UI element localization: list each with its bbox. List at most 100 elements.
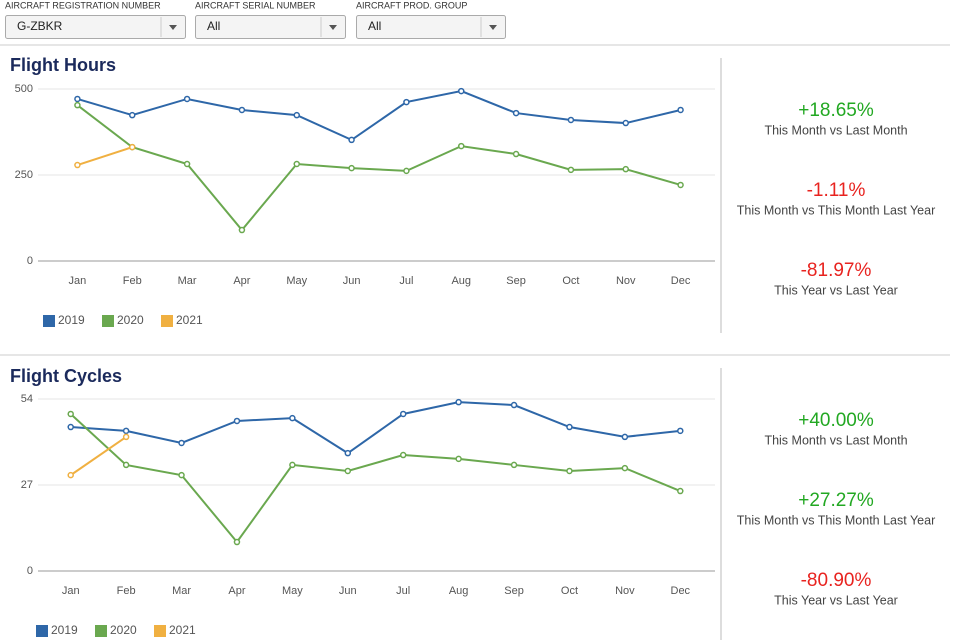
point — [233, 538, 241, 546]
point — [129, 111, 136, 119]
point — [289, 414, 296, 422]
point — [399, 451, 407, 459]
point — [344, 467, 352, 475]
point — [348, 136, 355, 144]
x-tick-label: Feb — [123, 275, 142, 287]
point — [183, 160, 191, 168]
point — [293, 160, 300, 168]
point — [567, 166, 575, 174]
point — [622, 165, 629, 173]
point — [512, 109, 520, 117]
point — [122, 433, 130, 441]
point — [567, 116, 575, 124]
x-tick-label: Dec — [671, 585, 691, 597]
y-tick-label: 0 — [27, 565, 33, 577]
x-tick-label: May — [282, 585, 303, 597]
point — [74, 101, 81, 109]
point — [293, 111, 300, 119]
point — [74, 161, 81, 169]
kpi-label: This Year vs Last Year — [774, 283, 898, 297]
x-tick-label: Mar — [178, 275, 197, 287]
point — [458, 142, 465, 150]
point — [458, 87, 465, 95]
y-tick-label: 250 — [15, 169, 33, 181]
x-tick-label: Jun — [343, 275, 361, 287]
kpi-label: This Month vs This Month Last Year — [737, 203, 935, 217]
point — [677, 487, 684, 495]
legend-label: 2021 — [169, 623, 196, 637]
point — [403, 167, 410, 175]
point — [677, 427, 684, 435]
point — [455, 398, 462, 406]
x-tick-label: Jan — [62, 585, 80, 597]
point — [455, 455, 462, 463]
x-tick-label: Jul — [399, 275, 413, 287]
dropdown-arrow — [329, 25, 337, 30]
point — [122, 427, 130, 435]
point — [566, 467, 573, 475]
point — [122, 461, 130, 469]
kpi-value: -1.11% — [807, 180, 866, 201]
point — [399, 410, 407, 418]
x-tick-label: Apr — [228, 585, 245, 597]
point — [677, 181, 684, 189]
legend-swatch — [43, 315, 55, 327]
chart-title: Flight Cycles — [10, 366, 122, 386]
dropdown-arrow — [489, 25, 497, 30]
legend-label: 2020 — [117, 313, 144, 327]
y-tick-label: 500 — [15, 83, 33, 95]
filter-label: AIRCRAFT PROD. GROUP — [356, 0, 467, 10]
x-tick-label: Dec — [671, 275, 691, 287]
point — [233, 417, 241, 425]
kpi-label: This Year vs Last Year — [774, 593, 898, 607]
legend-swatch — [36, 625, 48, 637]
point — [348, 164, 355, 172]
legend-swatch — [161, 315, 173, 327]
filter-label: AIRCRAFT SERIAL NUMBER — [195, 0, 316, 10]
kpi-label: This Month vs This Month Last Year — [737, 513, 935, 527]
series-line — [70, 401, 681, 455]
point — [67, 471, 74, 479]
y-tick-label: 0 — [27, 255, 33, 267]
filter-label: AIRCRAFT REGISTRATION NUMBER — [5, 0, 161, 10]
x-tick-label: Oct — [561, 585, 578, 597]
kpi-label: This Month vs Last Month — [764, 433, 907, 447]
point — [622, 119, 629, 127]
point — [512, 150, 520, 158]
dropdown[interactable] — [356, 15, 506, 39]
point — [178, 471, 185, 479]
x-tick-label: May — [286, 275, 307, 287]
point — [621, 433, 629, 441]
point — [183, 95, 191, 103]
legend-swatch — [102, 315, 114, 327]
legend-label: 2021 — [176, 313, 203, 327]
legend-label: 2020 — [110, 623, 137, 637]
x-tick-label: Jun — [339, 585, 357, 597]
x-tick-label: Feb — [117, 585, 136, 597]
legend-swatch — [154, 625, 166, 637]
dropdown[interactable] — [195, 15, 346, 39]
point — [129, 143, 136, 151]
point — [621, 464, 629, 472]
x-tick-label: Sep — [504, 585, 524, 597]
kpi-value: -81.97% — [801, 260, 872, 281]
point — [289, 461, 296, 469]
dropdown-value: All — [368, 19, 381, 33]
x-tick-label: Aug — [449, 585, 469, 597]
dropdown[interactable] — [5, 15, 186, 39]
kpi-value: +27.27% — [798, 490, 874, 511]
x-tick-label: Oct — [562, 275, 579, 287]
dropdown-value: G-ZBKR — [17, 19, 63, 33]
point — [74, 95, 81, 103]
y-tick-label: 54 — [21, 393, 33, 405]
point — [238, 106, 246, 114]
legend-label: 2019 — [51, 623, 78, 637]
series-line — [77, 146, 133, 166]
point — [67, 410, 74, 418]
chart-title: Flight Hours — [10, 55, 116, 75]
series-line — [70, 436, 127, 476]
series-line — [77, 90, 681, 142]
x-tick-label: Sep — [506, 275, 526, 287]
legend-label: 2019 — [58, 313, 85, 327]
